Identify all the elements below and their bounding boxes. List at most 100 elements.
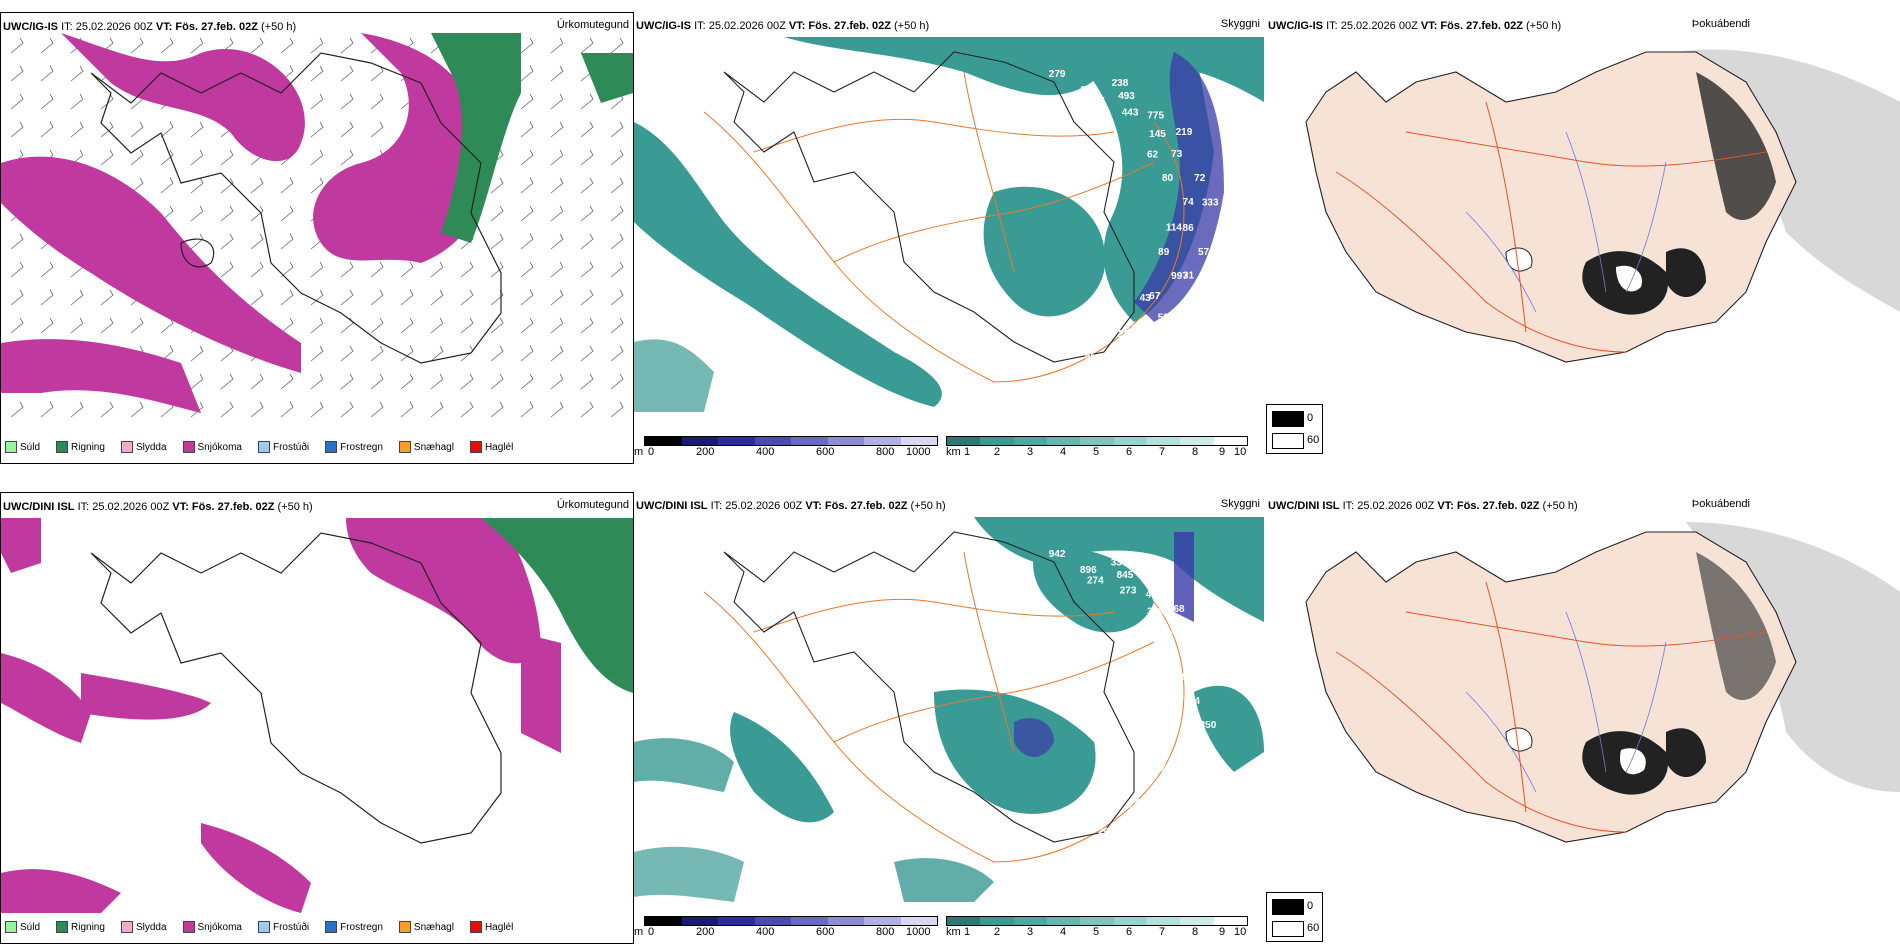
visibility-map: 279 290 238 915 493 775 443 145 219 62 73 72 80 74 333… — [634, 37, 1264, 412]
panel-header: UWC/DINI ISL IT: 25.02.2026 00Z VT: Fös.… — [1268, 500, 1578, 512]
legend-item: Snæhagl — [398, 921, 454, 933]
vis-tick: 6 — [1126, 926, 1133, 938]
elevation-label: 443 — [1122, 107, 1139, 118]
fog-key-label: 0 — [1307, 900, 1314, 912]
legend-item: Rigning — [56, 441, 105, 453]
elevation-label: 942 — [1049, 549, 1066, 560]
legend-item: Frostregn — [325, 441, 383, 453]
legend-swatch-rain — [56, 441, 69, 453]
fog-panel-top: UWC/IG-IS IT: 25.02.2026 00Z VT: Fös. 27… — [1266, 12, 1900, 462]
panel-header: UWC/DINI ISL IT: 25.02.2026 00Z VT: Fös.… — [636, 500, 946, 512]
legend-item: Rigning — [56, 921, 105, 933]
height-tick: 1000 — [906, 446, 931, 458]
elevation-label: 89 — [1158, 247, 1170, 258]
fog-swatch-dark — [1272, 411, 1304, 427]
elevation-label: 431 — [1135, 798, 1152, 809]
height-tick: 1000 — [906, 926, 931, 938]
precip-map — [1, 518, 633, 913]
elevation-label: 55 — [1085, 351, 1097, 362]
elevation-label: 145 — [1149, 129, 1166, 140]
fog-panel-bottom: UWC/DINI ISL IT: 25.02.2026 00Z VT: Fös.… — [1266, 492, 1900, 942]
elevation-label: 311 — [1187, 743, 1204, 754]
elevation-label: 915 — [1088, 96, 1105, 107]
legend-swatch-sleet — [120, 921, 133, 933]
elevation-label: 219 — [1176, 127, 1193, 138]
vis-tick: 8 — [1192, 446, 1199, 458]
panel-title: Þokuábendi — [1691, 18, 1750, 30]
legend-swatch-snow — [182, 921, 195, 933]
visibility-panel-bottom: UWC/DINI ISL IT: 25.02.2026 00Z VT: Fös.… — [634, 492, 1264, 942]
elevation-label: 280 — [1118, 329, 1135, 340]
legend-item: Slydda — [120, 921, 167, 933]
vis-tick: 2 — [994, 446, 1001, 458]
legend-swatch-snow-pellets — [398, 921, 411, 933]
elevation-label: 158 — [1192, 648, 1209, 659]
legend-item: Snjókoma — [182, 921, 242, 933]
elevation-labels-top: 279 290 238 915 493 775 443 145 219 62 73 72 80 74 333… — [1049, 69, 1219, 362]
legend-item: Haglél — [469, 921, 513, 933]
elevation-label: 323 — [1087, 817, 1104, 828]
height-tick: 600 — [816, 926, 835, 938]
fog-key: 0 60 — [1266, 404, 1323, 454]
elevation-label: 139 — [1166, 696, 1183, 707]
precip-map — [1, 33, 633, 418]
elevation-label: 774 — [1183, 696, 1200, 707]
elevation-label: 73 — [1171, 149, 1183, 160]
elevation-label: 279 — [1049, 69, 1066, 80]
visibility-panel-top: UWC/IG-IS IT: 25.02.2026 00Z VT: Fös. 27… — [634, 12, 1264, 462]
elevation-label: 67 — [1149, 291, 1161, 302]
elevation-label: 274 — [1087, 575, 1104, 586]
panel-title: Úrkomutegund — [556, 19, 629, 31]
vis-tick: 9 — [1219, 446, 1226, 458]
elevation-label: 114 — [1166, 222, 1183, 233]
elevation-label: 80 — [1162, 173, 1174, 184]
height-tick: 200 — [696, 446, 715, 458]
visibility-map: 942 896 337 274 845 464 273 319 68 321 131 158 389 83… — [634, 517, 1264, 902]
elevation-label: 896 — [1080, 565, 1097, 576]
elevation-label: 23 — [1080, 335, 1092, 346]
legend-swatch-snow-pellets — [398, 441, 411, 453]
elevation-label: 87 — [1165, 785, 1177, 796]
fog-swatch-light — [1272, 433, 1304, 449]
elevation-label: 493 — [1118, 91, 1135, 102]
vis-tick: 5 — [1093, 926, 1100, 938]
height-unit: m — [634, 926, 644, 938]
legend-swatch-hail — [469, 441, 482, 453]
elevation-labels-bottom: 942 896 337 274 845 464 273 319 68 321 131 158 389 83… — [1049, 549, 1219, 838]
legend-item: Snjókoma — [182, 441, 242, 453]
vis-tick: 7 — [1159, 926, 1166, 938]
visibility-colorbar — [946, 916, 1248, 926]
vis-tick: 4 — [1060, 926, 1067, 938]
elevation-label: 894 — [1161, 720, 1178, 731]
elevation-label: 997 — [1171, 271, 1188, 282]
elevation-label: 337 — [1111, 558, 1128, 569]
elevation-label: 319 — [1147, 607, 1164, 618]
fog-key: 0 60 — [1266, 892, 1323, 942]
panel-header: UWC/IG-IS IT: 25.02.2026 00Z VT: Fös. 27… — [636, 20, 930, 32]
height-tick: 400 — [756, 926, 775, 938]
visibility-colorbar — [946, 436, 1248, 446]
legend-item: Frostúði — [257, 921, 309, 933]
elevation-label: 845 — [1117, 570, 1134, 581]
fog-key-label: 60 — [1307, 922, 1320, 934]
precip-legend: Súld Rigning Slydda Snjókoma Frostúði Fr… — [5, 921, 525, 933]
elevation-label: 290 — [1080, 85, 1097, 96]
legend-swatch-sleet — [120, 441, 133, 453]
elevation-label: 350 — [1200, 720, 1217, 731]
legend-swatch-freezing-rain — [325, 921, 338, 933]
elevation-label: 775 — [1147, 111, 1164, 122]
vis-tick: 7 — [1159, 446, 1166, 458]
vis-tick: 9 — [1219, 926, 1226, 938]
height-tick: 400 — [756, 446, 775, 458]
elevation-label: 403 — [1174, 744, 1191, 755]
vis-tick: 2 — [994, 926, 1001, 938]
legend-swatch-freezing-drizzle — [257, 441, 270, 453]
panel-header: UWC/IG-IS IT: 25.02.2026 00Z VT: Fös. 27… — [1268, 20, 1562, 32]
elevation-label: 82 — [1120, 782, 1132, 793]
elevation-label: 333 — [1202, 198, 1219, 209]
elevation-label: 68 — [1173, 604, 1185, 615]
elevation-label: 962 — [1049, 819, 1066, 830]
legend-swatch-snow — [182, 441, 195, 453]
vis-unit: km — [946, 446, 961, 458]
elevation-label: 291 — [1098, 827, 1115, 838]
